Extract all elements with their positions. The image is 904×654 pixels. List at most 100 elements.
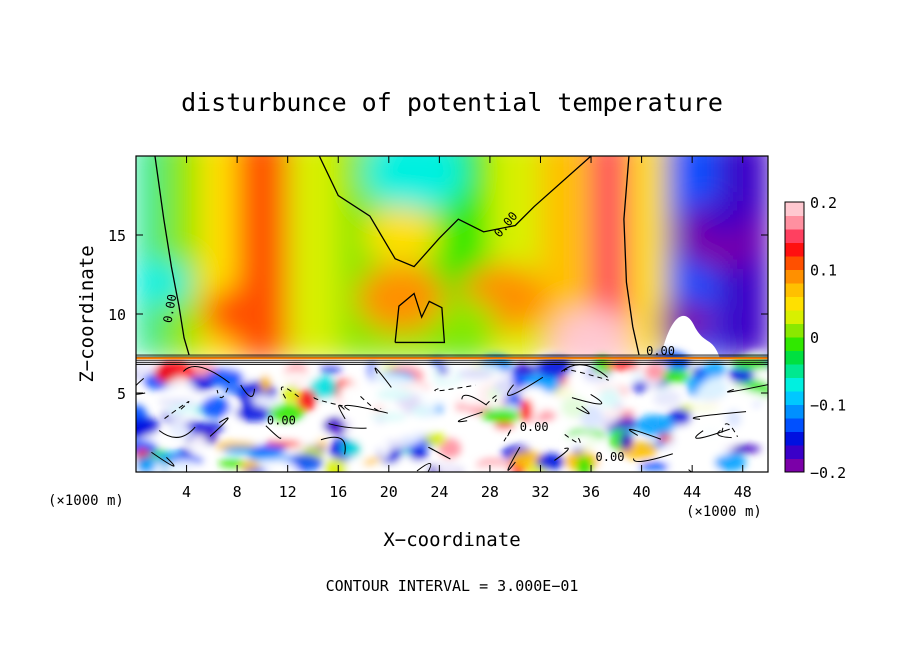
field-upper	[136, 156, 768, 368]
colorbar-tick-label: 0.1	[810, 262, 837, 280]
colorbar-tick-label: −0.2	[810, 464, 846, 482]
colorbar-tick-label: 0	[810, 329, 819, 347]
x-tick-label: 16	[329, 483, 347, 501]
lower-eddy	[692, 366, 706, 381]
x-tick-label: 40	[633, 483, 651, 501]
lower-eddy	[714, 453, 747, 472]
contour-lower	[240, 384, 255, 397]
x-axis-ticks: 4 8 12 16 20 24 28 32 36 40 44 48	[182, 156, 752, 501]
lower-eddy	[424, 432, 446, 446]
contour-lower	[162, 401, 190, 421]
colorbar-swatch	[785, 350, 804, 365]
lower-eddy	[240, 398, 255, 408]
contour-lower	[507, 376, 544, 396]
contour-zero-right	[623, 156, 640, 356]
colorbar-swatch	[785, 404, 804, 419]
contour-lower	[562, 432, 581, 444]
lower-eddy	[194, 422, 226, 432]
contour-lower	[571, 394, 603, 405]
contour-lower	[721, 423, 738, 438]
contour-lower	[503, 428, 512, 442]
colorbar-frame	[784, 201, 805, 473]
lower-eddy	[599, 451, 610, 471]
colorbar-swatch	[785, 283, 804, 297]
colorbar-tick-labels: 0.2 0.1 0 −0.1 −0.2	[810, 194, 846, 482]
lower-white-region	[557, 370, 626, 431]
lower-eddy	[274, 370, 316, 385]
contour-lines	[136, 156, 768, 472]
x-tick-label: 20	[380, 483, 398, 501]
upper-blob	[203, 288, 271, 340]
lower-eddy	[513, 363, 537, 375]
colorbar-swatch	[785, 229, 804, 243]
lower-eddy	[473, 464, 513, 472]
contour-lower	[374, 367, 392, 388]
lower-eddy	[661, 439, 689, 463]
upper-blob	[365, 207, 438, 263]
upper-band	[287, 156, 341, 359]
plot-field	[136, 156, 768, 472]
contour-lower	[507, 446, 521, 471]
lower-eddy	[740, 392, 767, 405]
x-tick-label: 44	[683, 483, 701, 501]
y-axis-ticks: 5 10 15	[108, 227, 768, 403]
x-tick-label: 28	[481, 483, 499, 501]
contour-lower	[360, 395, 382, 412]
contour-lower	[313, 396, 343, 407]
colorbar-swatch	[785, 202, 804, 216]
contour-zero-left	[154, 156, 190, 356]
lower-eddy	[341, 440, 362, 459]
x-tick-label: 32	[531, 483, 549, 501]
contour-lower	[457, 411, 483, 423]
x-tick-label: 4	[182, 483, 191, 501]
contour-interval-note: CONTOUR INTERVAL = 3.000E−01	[326, 577, 579, 595]
lower-eddy	[324, 458, 347, 472]
colorbar-tick-label: −0.1	[810, 397, 846, 415]
lower-eddy	[426, 371, 446, 384]
x-axis-label: X−coordinate	[383, 529, 520, 551]
contour-zero-center	[318, 156, 592, 268]
lower-eddy	[635, 414, 676, 436]
x-tick-label: 12	[279, 483, 297, 501]
y-tick-label: 5	[117, 385, 126, 403]
lower-eddy	[576, 456, 593, 472]
colorbar-swatch	[785, 458, 804, 473]
colorbar-swatch	[785, 296, 804, 311]
lower-eddy	[136, 418, 150, 438]
colorbar-swatch	[785, 364, 804, 378]
lower-eddy	[728, 367, 755, 383]
lower-eddy	[390, 463, 428, 471]
lower-eddy	[661, 369, 690, 384]
lower-eddy	[235, 405, 271, 422]
upper-band	[136, 156, 164, 359]
contour-lower	[416, 463, 432, 472]
contour-lower	[554, 447, 569, 461]
contour-lower	[633, 453, 673, 463]
lower-eddy	[136, 404, 147, 424]
contour-zero-closed	[394, 292, 446, 344]
contour-label: 0.00	[596, 450, 625, 464]
lower-eddy	[223, 386, 249, 394]
lower-eddy	[703, 361, 726, 380]
contour-lower	[158, 426, 196, 438]
colorbar-swatch	[785, 310, 804, 324]
contour-lower	[717, 429, 732, 439]
lower-eddy	[294, 426, 324, 445]
x-tick-label: 8	[233, 483, 242, 501]
upper-blob	[136, 260, 190, 305]
lower-eddy	[319, 366, 342, 374]
contour-lower	[727, 384, 768, 393]
lower-eddy	[165, 459, 204, 472]
lower-white-region	[340, 373, 437, 450]
lower-eddy	[535, 356, 573, 378]
contour-lower	[485, 395, 498, 406]
upper-blob	[433, 297, 496, 346]
lower-eddy	[350, 455, 369, 463]
y-tick-label: 15	[108, 227, 126, 245]
lower-eddy	[493, 421, 515, 430]
upper-band	[161, 156, 202, 359]
lower-eddy	[260, 375, 272, 392]
lower-eddy	[510, 450, 545, 469]
lower-eddy	[254, 454, 295, 462]
x-tick-label: 24	[430, 483, 448, 501]
